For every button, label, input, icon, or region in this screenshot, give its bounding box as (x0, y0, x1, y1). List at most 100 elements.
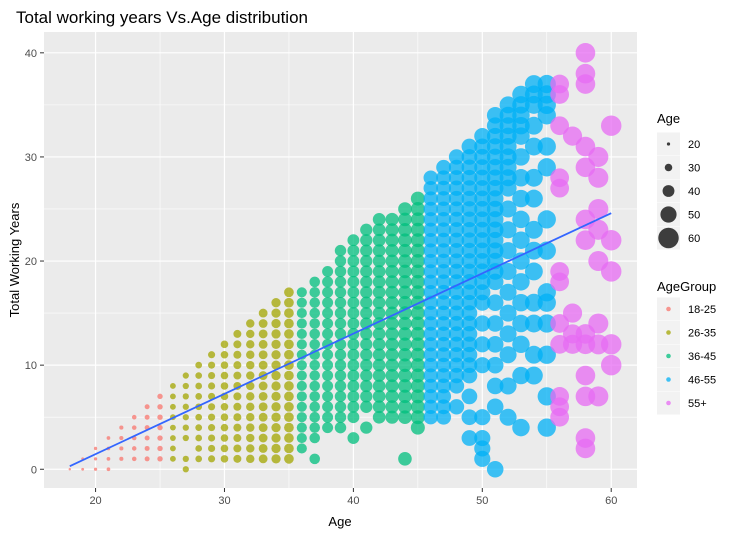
data-point (410, 326, 425, 341)
data-point (182, 466, 189, 473)
data-point (486, 294, 504, 311)
data-point (423, 305, 438, 321)
data-point (524, 75, 543, 93)
color-legend-label: 36-45 (688, 351, 716, 363)
data-point (360, 421, 373, 434)
data-point (398, 379, 412, 393)
data-point (600, 261, 622, 282)
data-point (309, 297, 321, 308)
data-point (588, 167, 609, 188)
data-point (334, 286, 347, 298)
data-point (461, 388, 478, 405)
data-point (575, 428, 596, 448)
data-point (233, 329, 242, 338)
data-point (372, 327, 386, 341)
data-point (385, 410, 399, 424)
data-point (334, 401, 347, 413)
data-point (372, 296, 386, 310)
size-legend-symbol (662, 185, 675, 197)
data-point (474, 315, 491, 332)
data-point (524, 220, 543, 239)
data-point (246, 340, 255, 349)
data-point (436, 316, 452, 331)
data-point (499, 408, 517, 426)
data-point (309, 391, 321, 402)
data-point (600, 115, 622, 136)
data-point (233, 361, 242, 370)
data-point (195, 434, 203, 442)
data-point (372, 306, 386, 320)
data-point (372, 390, 386, 403)
data-point (524, 293, 543, 312)
data-point (398, 368, 412, 383)
data-point (499, 96, 517, 114)
data-point (322, 276, 334, 288)
data-point (119, 435, 124, 441)
data-point (246, 350, 255, 359)
data-point (385, 244, 399, 258)
data-point (284, 297, 294, 308)
data-point (436, 243, 452, 259)
data-point (271, 433, 281, 443)
data-point (486, 398, 504, 416)
data-point (372, 233, 386, 247)
data-point (436, 274, 452, 290)
data-point (334, 359, 347, 371)
data-point (195, 445, 203, 452)
data-point (423, 409, 438, 425)
data-point (360, 327, 373, 341)
data-point (524, 314, 543, 333)
data-point (182, 455, 189, 462)
data-point (258, 381, 268, 391)
data-point (512, 418, 530, 437)
data-point (296, 297, 307, 308)
data-point (220, 350, 229, 359)
data-point (436, 170, 452, 186)
data-point (195, 382, 203, 390)
size-legend-title: Age (657, 111, 680, 126)
data-point (322, 286, 334, 298)
y-tick-label: 30 (25, 152, 37, 164)
data-points (68, 43, 622, 478)
y-tick-label: 0 (31, 464, 37, 476)
data-point (296, 391, 307, 402)
data-point (512, 273, 530, 291)
color-legend: AgeGroup 18-25 26-35 36-45 46-55 55+ (657, 279, 716, 415)
data-point (119, 425, 124, 430)
data-point (398, 202, 412, 216)
data-point (360, 369, 373, 382)
data-point (524, 345, 543, 364)
data-point (423, 212, 438, 227)
data-point (271, 360, 281, 370)
data-point (93, 467, 98, 471)
data-point (360, 234, 373, 247)
data-point (537, 283, 556, 302)
data-point (220, 413, 229, 421)
data-point (398, 254, 412, 268)
data-point (410, 358, 425, 373)
data-point (334, 265, 347, 278)
data-point (271, 308, 281, 318)
data-point (233, 444, 242, 453)
data-point (423, 191, 438, 206)
data-point (322, 297, 334, 309)
data-point (347, 296, 360, 309)
data-point (131, 446, 137, 451)
data-point (423, 170, 438, 185)
data-point (436, 388, 452, 404)
color-legend-symbol (666, 306, 671, 312)
data-point (322, 349, 334, 361)
data-point (347, 307, 360, 320)
data-point (347, 400, 360, 413)
data-point (208, 371, 216, 380)
data-point (372, 410, 386, 424)
data-point (436, 295, 452, 311)
data-point (233, 434, 242, 443)
data-point (423, 180, 438, 196)
data-point (322, 390, 334, 402)
data-point (322, 318, 334, 330)
data-point (169, 455, 176, 462)
data-point (322, 411, 334, 423)
data-point (271, 402, 281, 412)
data-point (296, 328, 307, 339)
